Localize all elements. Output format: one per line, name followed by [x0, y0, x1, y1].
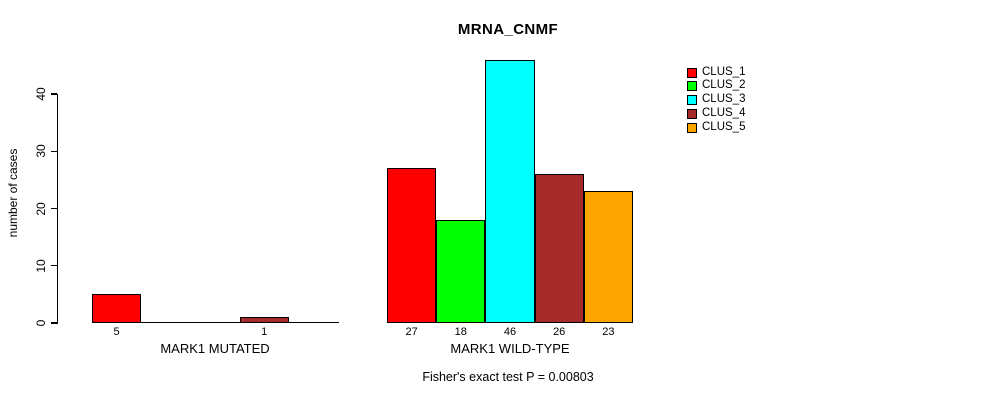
bar-value-label: 46 [503, 326, 517, 338]
legend-swatch-clus_2 [687, 81, 697, 92]
bar-clus_4-mark1-wild-type [534, 174, 584, 323]
bar-clus_2-mark1-wild-type [436, 219, 486, 323]
group-label-mark1-wild-type: MARK1 WILD-TYPE [450, 341, 570, 356]
bar-clus_3-mark1-mutated-zero [190, 322, 241, 324]
legend-label-clus_4: CLUS_4 [702, 106, 746, 119]
legend-label-clus_5: CLUS_5 [702, 120, 746, 133]
y-axis-tick-label: 10 [34, 259, 48, 273]
legend-swatch-clus_3 [687, 95, 697, 105]
chart-title: MRNA_CNMF [457, 21, 559, 38]
bar-clus_4-mark1-mutated [239, 317, 289, 323]
group-label-mark1-mutated: MARK1 MUTATED [160, 341, 270, 356]
y-axis-tick [51, 93, 57, 95]
bar-clus_2-mark1-mutated-zero [141, 322, 192, 324]
bar-value-label: 18 [454, 326, 467, 338]
bar-value-label: 1 [261, 326, 268, 338]
legend-swatch-clus_1 [687, 67, 697, 78]
y-axis-tick [51, 322, 57, 324]
bar-value-label: 26 [553, 326, 566, 338]
bar-value-label: 5 [113, 326, 120, 338]
legend-label-clus_1: CLUS_1 [702, 65, 746, 78]
legend-label-clus_3: CLUS_3 [702, 93, 746, 105]
bar-value-label: 23 [602, 326, 615, 338]
y-axis-tick-label: 40 [34, 87, 48, 101]
y-axis-tick-label: 0 [34, 319, 48, 327]
bar-clus_5-mark1-wild-type [583, 191, 633, 323]
bar-clus_1-mark1-mutated [92, 294, 142, 323]
y-axis-tick-label: 20 [34, 201, 48, 216]
y-axis-line [57, 94, 59, 324]
y-axis-tick [51, 265, 57, 267]
y-axis-tick [51, 150, 57, 152]
legend-label-clus_2: CLUS_2 [702, 79, 746, 92]
stat-annotation: Fisher's exact test P = 0.00803 [422, 370, 594, 384]
bar-clus_5-mark1-mutated-zero [288, 322, 339, 324]
bar-clus_1-mark1-wild-type [387, 168, 437, 323]
legend-swatch-clus_4 [687, 108, 697, 119]
y-axis-tick [51, 207, 57, 210]
y-axis-tick-label: 30 [34, 144, 48, 158]
bar-clus_3-mark1-wild-type [485, 59, 535, 323]
legend-swatch-clus_5 [687, 122, 697, 133]
y-axis-label: number of cases [6, 148, 20, 238]
bar-value-label: 27 [405, 326, 418, 338]
